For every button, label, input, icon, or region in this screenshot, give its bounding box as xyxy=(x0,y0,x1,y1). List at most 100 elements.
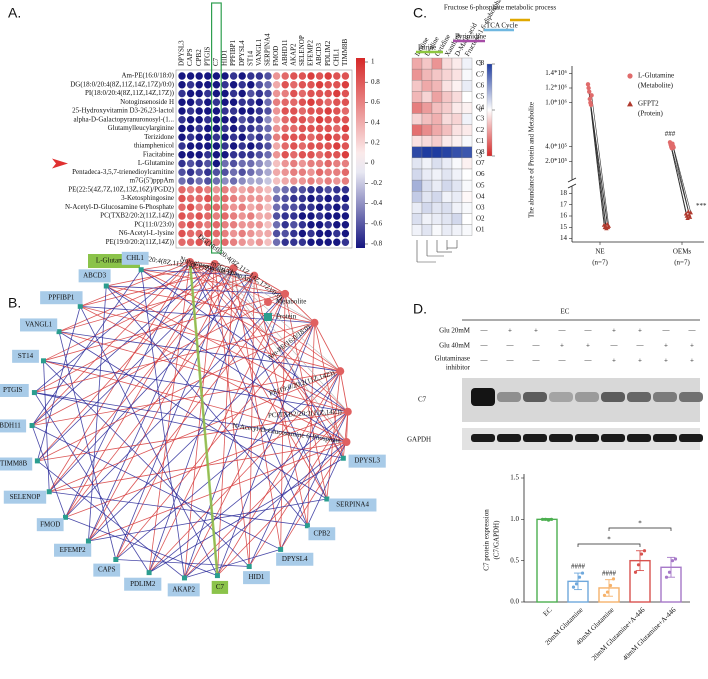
heatmap-cell xyxy=(178,177,186,185)
heatmap-cell xyxy=(431,157,443,170)
heatmap-cell xyxy=(247,203,255,211)
pair-line xyxy=(670,146,688,219)
heatmap-cell xyxy=(178,89,186,98)
y-tick-label: 17 xyxy=(560,200,568,208)
heatmap-cell xyxy=(204,89,212,98)
heatmap-cell xyxy=(324,229,332,238)
heatmap-cell xyxy=(333,98,341,106)
protein-node xyxy=(214,573,220,579)
heatmap-cell xyxy=(238,186,246,194)
heatmap-cell xyxy=(315,212,324,220)
row-label: PI(18:0/20:4(8Z,11Z,14Z,17Z)) xyxy=(85,89,175,97)
heatmap-cell xyxy=(290,72,298,80)
network-edge xyxy=(188,261,219,576)
heatmap-cell xyxy=(178,81,186,89)
heatmap-cell xyxy=(272,168,281,176)
heatmap-cell xyxy=(264,221,272,229)
network-edge xyxy=(189,261,315,324)
heatmap-cell xyxy=(264,72,272,80)
heatmap-cell xyxy=(255,238,264,246)
heatmap-cell xyxy=(315,107,324,115)
heatmap-cell xyxy=(264,151,272,159)
pair-line xyxy=(589,98,607,229)
heatmap-cell xyxy=(247,221,255,229)
heatmap-cell xyxy=(229,124,238,133)
heatmap-cell xyxy=(290,133,298,141)
heatmap-cell xyxy=(341,168,350,176)
heatmap-cell xyxy=(255,177,264,185)
row-label: O2 xyxy=(476,215,485,223)
heatmap-cell xyxy=(255,133,264,141)
heatmap-cell xyxy=(315,159,324,168)
network-edge xyxy=(189,261,308,526)
heatmap-cell xyxy=(264,186,272,194)
heatmap-cell xyxy=(461,191,473,203)
condition-sign: — xyxy=(506,342,515,350)
network-edge xyxy=(31,269,142,426)
column-label: DPYSL4 xyxy=(238,40,246,66)
heatmap-cell xyxy=(178,124,186,133)
protein-node xyxy=(304,523,310,529)
heatmap-cell xyxy=(272,212,281,220)
metabolite-point xyxy=(586,85,591,91)
heatmap-cell xyxy=(238,168,246,176)
heatmap-cell xyxy=(238,177,246,185)
network-edge xyxy=(58,331,348,413)
heatmap-cell xyxy=(431,191,443,203)
heatmap-cell xyxy=(341,238,350,246)
network-edge xyxy=(48,261,191,492)
heatmap-cell xyxy=(451,113,463,125)
heatmap-cell xyxy=(238,98,246,106)
colorbar-label: 0.4 xyxy=(371,118,380,126)
heatmap-cell xyxy=(247,124,255,133)
blot-band xyxy=(601,434,625,442)
heatmap-cell xyxy=(290,107,298,115)
heatmap-cell xyxy=(264,142,272,150)
protein-node xyxy=(56,329,62,335)
network-edge xyxy=(189,261,328,500)
blot-band xyxy=(653,434,677,442)
data-point xyxy=(642,549,647,553)
heatmap-cell xyxy=(315,194,324,203)
network-edge xyxy=(43,360,50,492)
condition-sign: + xyxy=(690,357,694,365)
heatmap-cell xyxy=(221,124,229,133)
row-label: Glutamylleucylarginine xyxy=(108,124,174,132)
annotation: #### xyxy=(602,569,617,577)
heatmap-cell xyxy=(238,203,246,211)
heatmap-cell xyxy=(324,186,332,194)
heatmap-cell xyxy=(221,81,229,89)
heatmap-cell xyxy=(255,203,264,211)
protein-node xyxy=(146,570,152,576)
heatmap-cell xyxy=(298,72,307,80)
heatmap-cell xyxy=(204,229,212,238)
metabolite-node xyxy=(336,367,345,376)
heatmap-cell xyxy=(324,212,332,220)
panel-label: D. xyxy=(413,301,427,317)
heatmap-cell xyxy=(281,98,289,106)
metabolite-node xyxy=(310,318,319,327)
heatmap-cell xyxy=(411,135,423,147)
heatmap-cell xyxy=(431,113,443,125)
heatmap-cell xyxy=(238,221,246,229)
heatmap-cell xyxy=(298,186,307,194)
heatmap-cell xyxy=(411,213,423,225)
heatmap-cell xyxy=(411,80,423,92)
x-tick-label: OEMs xyxy=(673,248,692,256)
heatmap-cell xyxy=(341,203,350,211)
colorbar-label: -0.4 xyxy=(371,199,383,207)
node-box xyxy=(121,251,149,265)
metabolite-node xyxy=(210,259,219,268)
row-label: thiamphenicol xyxy=(134,142,174,150)
y-tick-label: 1.0 xyxy=(510,515,519,523)
y-axis-label: The abundance of Protein and Metabolite xyxy=(528,102,536,218)
row-label: O4 xyxy=(476,192,485,200)
condition-sign: + xyxy=(638,327,642,335)
node-label: PC(TXB2/20:2(11Z,14Z)) xyxy=(268,408,343,420)
pair-line xyxy=(590,104,609,228)
y-tick-label: 2.0*10⁵ xyxy=(545,157,567,165)
condition-sign: — xyxy=(688,327,697,335)
heatmap-cell xyxy=(315,116,324,124)
heatmap-cell xyxy=(186,203,195,211)
metabolite-point xyxy=(671,145,676,150)
